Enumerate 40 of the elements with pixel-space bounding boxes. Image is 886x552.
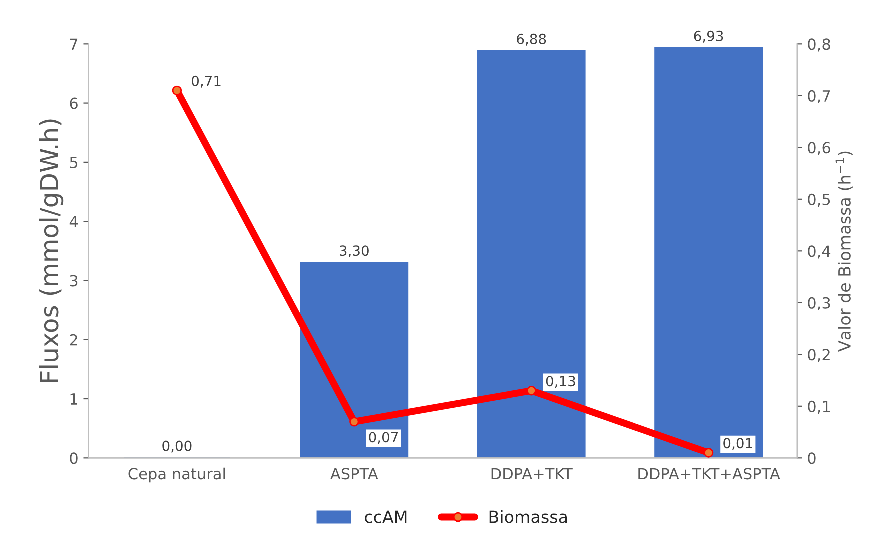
y2-tick-label: 0,4 (808, 246, 831, 259)
x-tick-label: DDPA+TKT+ASPTA (638, 468, 780, 480)
point (526, 386, 536, 396)
data-label: 0,07 (369, 432, 398, 444)
y2-tick-label: 0,6 (808, 142, 830, 156)
y-tick-label: 1 (70, 394, 78, 405)
y2-tick-label: 0,8 (808, 38, 830, 52)
y-tick-label: 6 (70, 98, 78, 110)
y2-tick-label: 0,5 (808, 194, 830, 207)
x-tick-label: Cepa natural (128, 468, 226, 483)
y-tick-label: 4 (70, 216, 78, 228)
y2-tick-label: 0,7 (808, 90, 830, 104)
y2-tick-label: 0,3 (808, 297, 830, 310)
point (350, 417, 360, 427)
x-tick-label: DDPA+TKT (492, 468, 573, 480)
data-label: 0,13 (546, 376, 576, 388)
y-tick-label: 0 (70, 452, 78, 464)
bar (654, 47, 764, 458)
point (704, 448, 714, 458)
legend-label: ccAM (365, 510, 407, 524)
x-tick-label: ASPTA (330, 468, 378, 480)
y-tick-label: 5 (70, 157, 78, 168)
y-axis-title: Fluxos (mmol/gDW.h) (39, 120, 64, 382)
data-label: 6,93 (694, 30, 724, 43)
data-label: 0,01 (724, 438, 752, 450)
y2-tick-label: 0 (808, 452, 816, 464)
data-label: 0,00 (162, 440, 192, 453)
y-tick-label: 7 (70, 38, 78, 50)
legend-label: Biomassa (490, 510, 568, 524)
bar (477, 50, 586, 458)
data-label: 3,30 (340, 246, 369, 258)
y2-axis-title: Valor de Biomassa (h$^{−1}$) (836, 152, 853, 352)
bar (300, 262, 409, 458)
point (172, 86, 182, 96)
y-tick-label: 3 (70, 275, 78, 287)
data-label: 6,88 (517, 34, 546, 46)
y-tick-label: 2 (70, 334, 78, 346)
y2-tick-label: 0,1 (808, 400, 830, 414)
data-label: 0,71 (192, 76, 221, 88)
y2-tick-label: 0,2 (808, 349, 830, 362)
